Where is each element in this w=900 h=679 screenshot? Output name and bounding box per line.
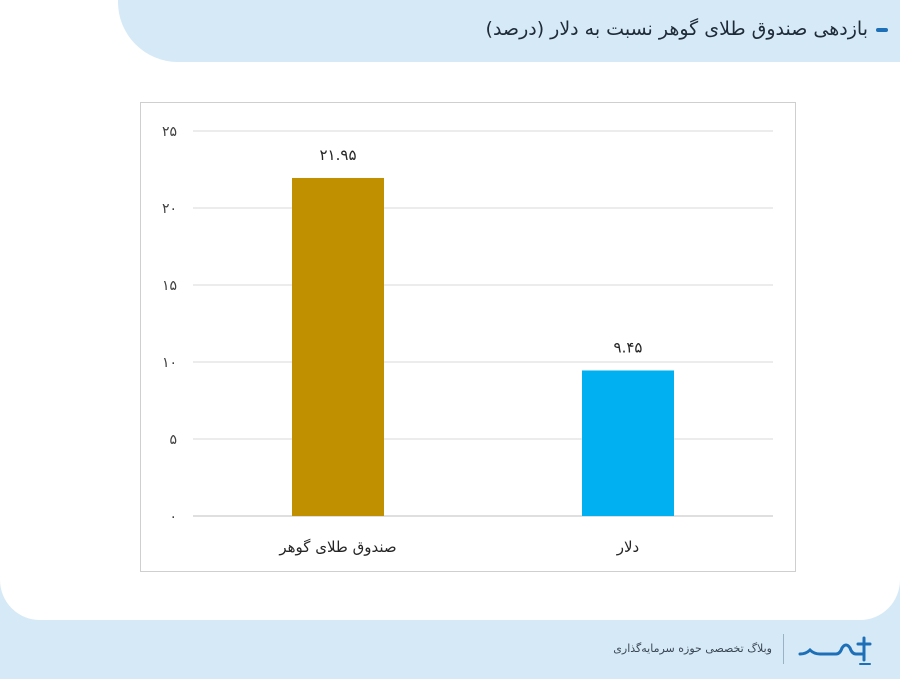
title-band: بازدهی صندوق طلای گوهر نسبت به دلار (درص… <box>118 0 900 62</box>
bar-chart: ۰ ۵ ۱۰ ۱۵ ۲۰ ۲۵ ۲۱.۹۵ صندوق طلای گوهر ۹.۴۵ دلار <box>162 124 773 556</box>
chart-title: بازدهی صندوق طلای گوهر نسبت به دلار (درص… <box>485 18 868 40</box>
y-tick-label: ۰ <box>169 509 177 525</box>
y-tick-label: ۱۰ <box>162 355 177 371</box>
data-label: ۹.۴۵ <box>614 338 643 356</box>
chart-area: ۰ ۵ ۱۰ ۱۵ ۲۰ ۲۵ ۲۱.۹۵ صندوق طلای گوهر ۹.۴۵ دلار <box>140 102 796 572</box>
footer-separator <box>783 634 784 664</box>
data-label: ۲۱.۹۵ <box>320 146 357 164</box>
y-tick-label: ۵ <box>169 432 177 448</box>
title-dash-icon <box>876 28 888 32</box>
y-tick-label: ۱۵ <box>162 278 177 294</box>
y-tick-label: ۲۰ <box>162 201 177 217</box>
y-tick-label: ۲۵ <box>162 124 177 140</box>
bar <box>292 177 384 516</box>
x-tick-label: صندوق طلای گوهر <box>278 538 396 556</box>
footer: وبلاگ تخصصی حوزه سرمایه‌گذاری <box>0 620 900 679</box>
sarmayeh-logo-icon <box>798 636 872 665</box>
bar <box>582 370 674 516</box>
x-tick-label: دلار <box>616 538 639 556</box>
content-card: بازدهی صندوق طلای گوهر نسبت به دلار (درص… <box>0 0 900 620</box>
footer-tagline: وبلاگ تخصصی حوزه سرمایه‌گذاری <box>613 642 772 655</box>
